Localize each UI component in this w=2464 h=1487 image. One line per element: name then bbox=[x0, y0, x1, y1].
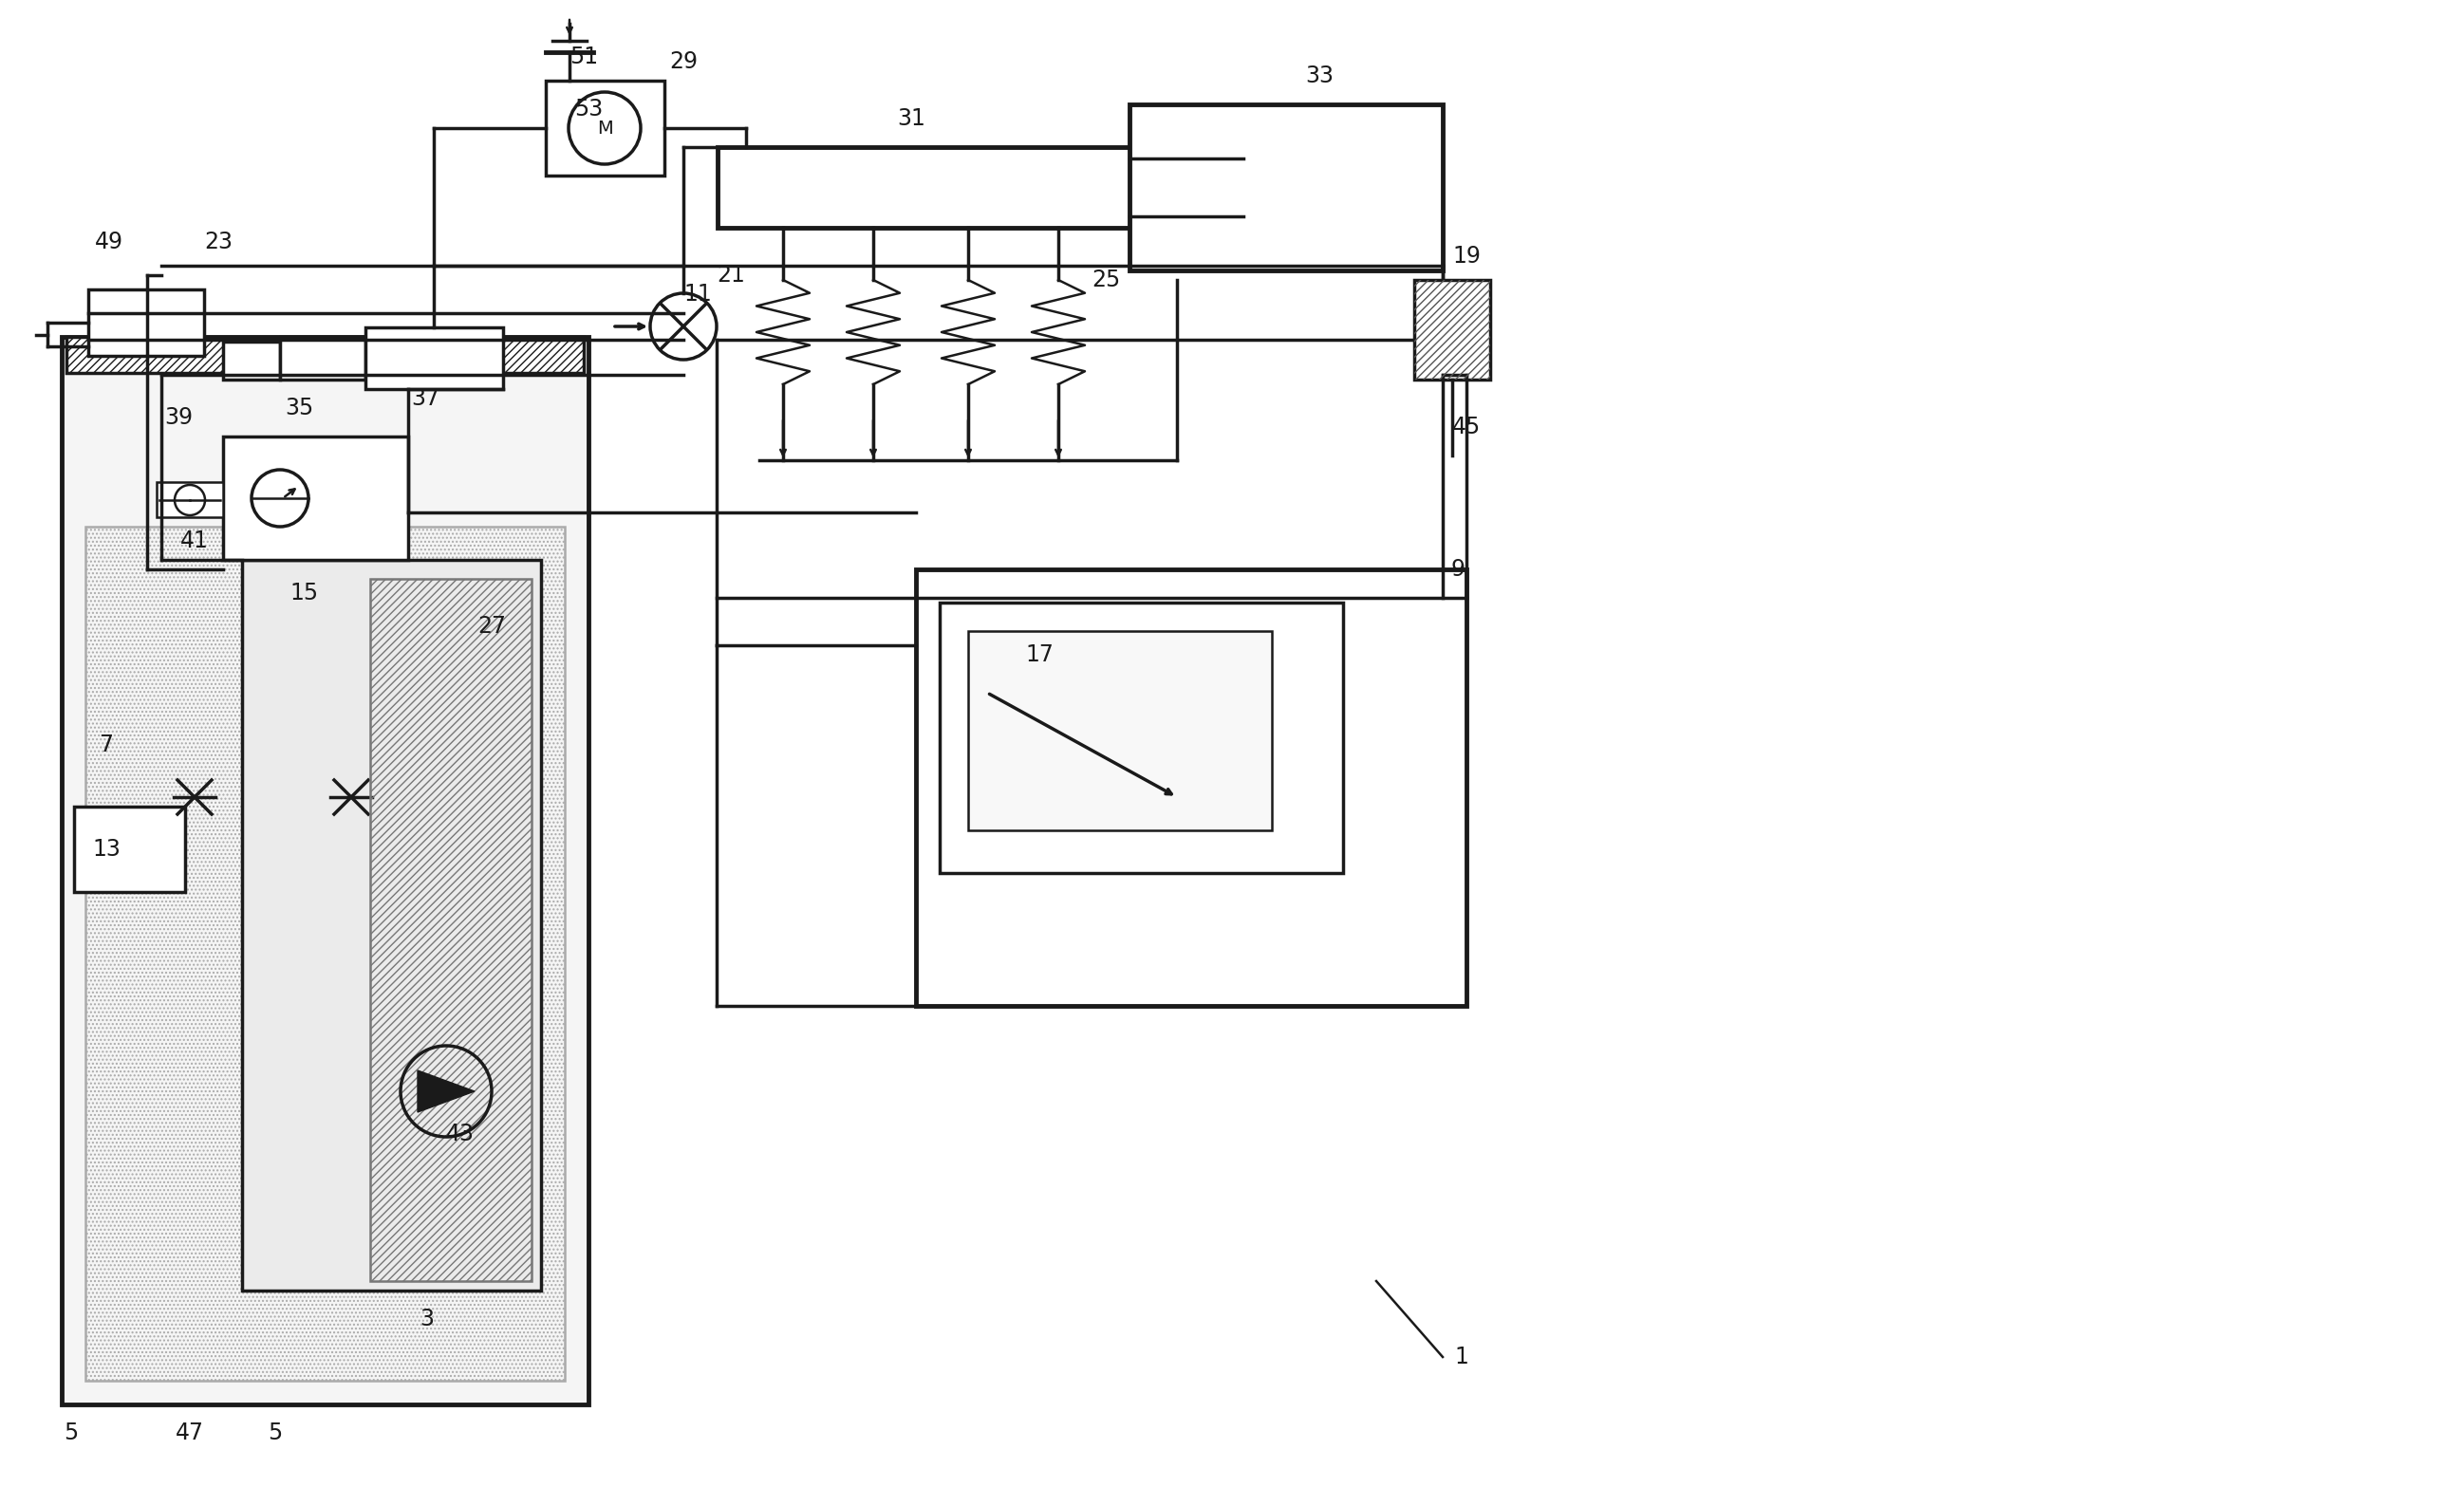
Text: 33: 33 bbox=[1306, 64, 1333, 88]
Text: 47: 47 bbox=[175, 1422, 205, 1444]
Text: 31: 31 bbox=[897, 107, 926, 129]
Text: 41: 41 bbox=[180, 529, 209, 552]
Bar bbox=[224, 437, 409, 561]
Text: 15: 15 bbox=[288, 581, 318, 605]
Text: 5: 5 bbox=[269, 1422, 283, 1444]
Bar bbox=[224, 342, 281, 379]
Text: 21: 21 bbox=[717, 263, 744, 287]
Bar bbox=[158, 482, 224, 517]
Text: M: M bbox=[596, 119, 614, 137]
Text: 29: 29 bbox=[670, 51, 697, 73]
Bar bbox=[86, 526, 564, 1381]
Text: 1: 1 bbox=[1454, 1346, 1469, 1368]
Bar bbox=[717, 147, 1244, 228]
Bar bbox=[74, 806, 185, 892]
Bar bbox=[241, 561, 542, 1291]
Bar bbox=[89, 290, 205, 355]
Text: 9: 9 bbox=[1451, 558, 1466, 581]
Polygon shape bbox=[416, 1071, 476, 1112]
Text: 27: 27 bbox=[478, 616, 505, 638]
Text: 3: 3 bbox=[419, 1307, 434, 1331]
Text: 25: 25 bbox=[1092, 269, 1121, 291]
Text: 45: 45 bbox=[1451, 416, 1481, 439]
Bar bbox=[370, 578, 532, 1282]
Text: 17: 17 bbox=[1025, 644, 1055, 666]
Text: 23: 23 bbox=[205, 230, 232, 253]
Text: 53: 53 bbox=[574, 98, 604, 120]
Text: 39: 39 bbox=[165, 406, 192, 428]
Text: 5: 5 bbox=[64, 1422, 79, 1444]
Bar bbox=[917, 570, 1466, 1005]
Bar bbox=[545, 80, 665, 175]
Text: 13: 13 bbox=[91, 837, 121, 861]
Bar bbox=[62, 338, 589, 1404]
Bar bbox=[86, 526, 564, 1381]
Text: 51: 51 bbox=[569, 46, 599, 68]
Text: 19: 19 bbox=[1451, 245, 1481, 268]
Bar bbox=[968, 630, 1271, 830]
Bar bbox=[67, 338, 584, 373]
Bar bbox=[1414, 280, 1491, 379]
Text: 35: 35 bbox=[286, 397, 313, 419]
Bar bbox=[939, 602, 1343, 873]
Text: 43: 43 bbox=[446, 1123, 476, 1145]
Text: 11: 11 bbox=[683, 283, 712, 305]
Text: 37: 37 bbox=[411, 387, 439, 410]
Bar bbox=[365, 327, 503, 390]
Text: 7: 7 bbox=[99, 733, 113, 757]
Bar bbox=[1414, 280, 1491, 379]
Bar bbox=[1129, 104, 1444, 271]
Text: 49: 49 bbox=[96, 230, 123, 253]
Bar bbox=[281, 338, 365, 379]
